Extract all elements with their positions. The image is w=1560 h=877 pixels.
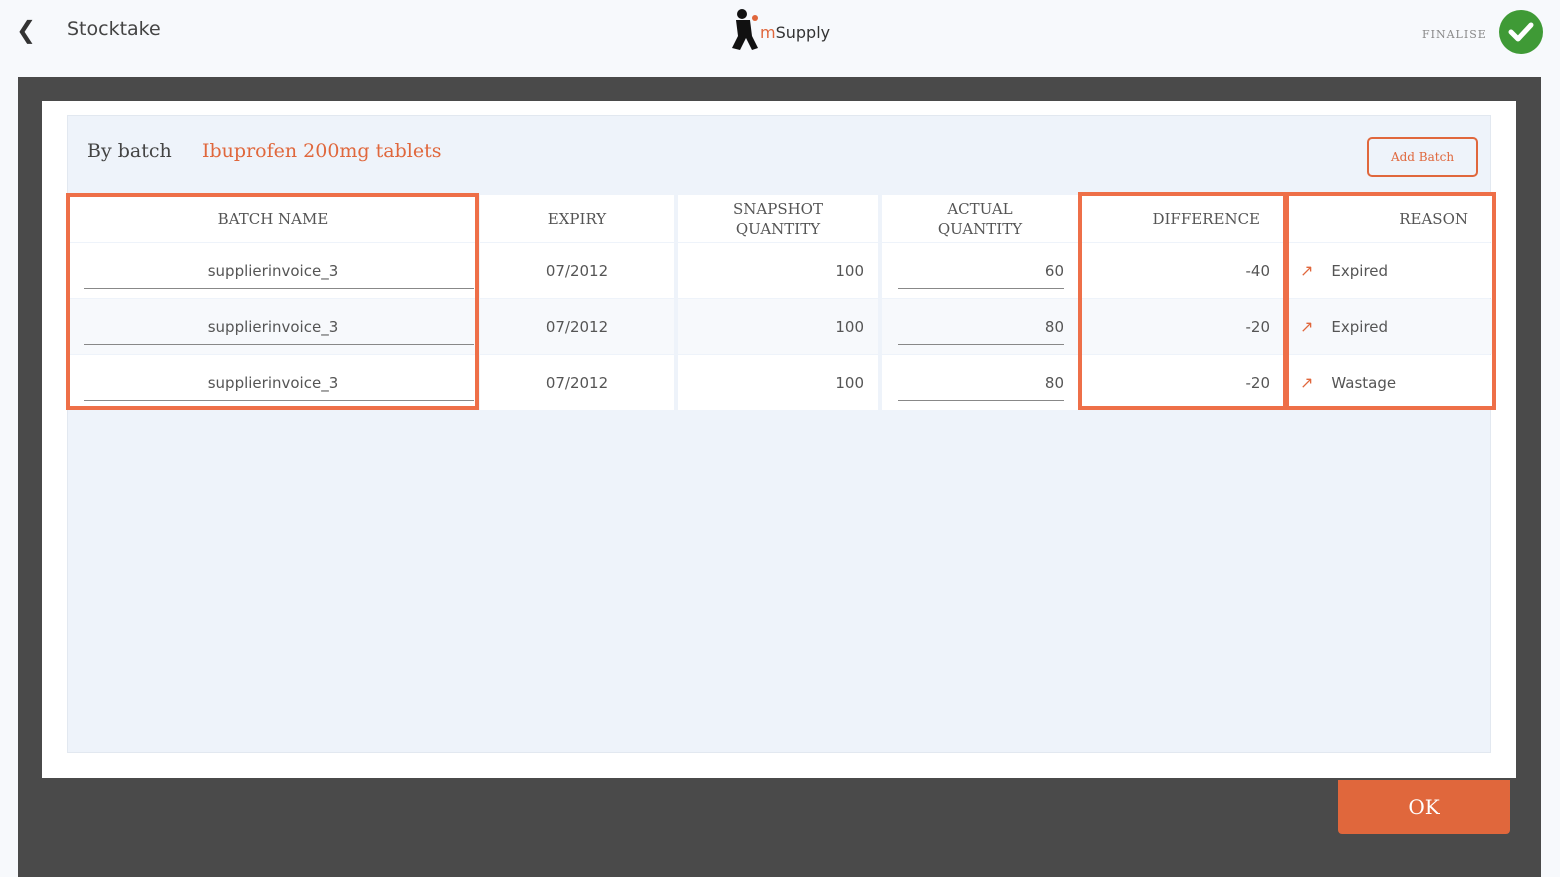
difference-value: -20 — [1245, 317, 1271, 336]
batch-input-underline — [84, 400, 474, 401]
snapshot-value: 100 — [835, 261, 864, 280]
finalise-label: FINALISE — [1422, 28, 1487, 41]
cell-reason[interactable]: ↗︎ Expired — [1288, 243, 1492, 298]
msupply-logo: mSupply — [728, 6, 830, 52]
cell-difference: -20 — [1082, 299, 1284, 354]
by-batch-label: By batch — [87, 140, 172, 162]
ok-button[interactable]: OK — [1338, 780, 1510, 834]
cell-expiry: 07/2012 — [480, 299, 674, 354]
check-icon — [1508, 22, 1534, 42]
cell-reason[interactable]: ↗︎ Expired — [1288, 299, 1492, 354]
difference-value: -40 — [1245, 261, 1271, 280]
back-button[interactable]: ❮ — [16, 16, 36, 44]
cell-snapshot: 100 — [678, 299, 878, 354]
cell-expiry: 07/2012 — [480, 355, 674, 410]
cell-difference: -20 — [1082, 355, 1284, 410]
cell-reason[interactable]: ↗︎ Wastage — [1288, 355, 1492, 410]
quantity-input-underline — [898, 400, 1064, 401]
actual-value: 60 — [1044, 261, 1064, 280]
batch-value: supplierinvoice_3 — [207, 261, 339, 280]
reason-value: Expired — [1331, 261, 1389, 280]
highlight-difference — [1078, 192, 1287, 410]
logo-prefix: m — [760, 23, 776, 42]
column-header-batch: BATCH NAME — [70, 195, 476, 242]
column-header-actual: ACTUAL QUANTITY — [882, 195, 1078, 242]
cell-snapshot: 100 — [678, 355, 878, 410]
highlight-reason — [1285, 192, 1496, 410]
reason-value: Expired — [1331, 317, 1389, 336]
highlight-batch-name — [66, 193, 479, 410]
cell-actual[interactable]: 80 — [882, 355, 1078, 410]
batch-input-underline — [84, 344, 474, 345]
cell-snapshot: 100 — [678, 243, 878, 298]
column-header-difference: DIFFERENCE — [1082, 195, 1284, 242]
reason-value: Wastage — [1331, 373, 1397, 392]
page-title: Stocktake — [67, 18, 161, 40]
expiry-value: 07/2012 — [545, 373, 609, 392]
add-batch-button[interactable]: Add Batch — [1367, 137, 1478, 177]
edit-reason-icon[interactable]: ↗︎ — [1300, 373, 1314, 392]
cell-difference: -40 — [1082, 243, 1284, 298]
quantity-input-underline — [898, 288, 1064, 289]
logo-figure-icon — [732, 9, 758, 50]
batch-value: supplierinvoice_3 — [207, 373, 339, 392]
batch-input-underline — [84, 288, 474, 289]
snapshot-value: 100 — [835, 373, 864, 392]
finalise-button[interactable] — [1499, 10, 1543, 54]
column-header-snapshot: SNAPSHOT QUANTITY — [678, 195, 878, 242]
cell-expiry: 07/2012 — [480, 243, 674, 298]
quantity-input-underline — [898, 344, 1064, 345]
difference-value: -20 — [1245, 373, 1271, 392]
cell-actual[interactable]: 80 — [882, 299, 1078, 354]
expiry-value: 07/2012 — [545, 261, 609, 280]
column-header-reason: REASON — [1288, 195, 1492, 242]
edit-reason-icon[interactable]: ↗︎ — [1300, 317, 1314, 336]
actual-value: 80 — [1044, 373, 1064, 392]
column-header-expiry: EXPIRY — [480, 195, 674, 242]
snapshot-value: 100 — [835, 317, 864, 336]
logo-text: Supply — [775, 23, 831, 42]
chevron-left-icon: ❮ — [16, 16, 37, 44]
expiry-value: 07/2012 — [545, 317, 609, 336]
item-name: Ibuprofen 200mg tablets — [202, 140, 442, 162]
edit-reason-icon[interactable]: ↗︎ — [1300, 261, 1314, 280]
cell-actual[interactable]: 60 — [882, 243, 1078, 298]
batch-value: supplierinvoice_3 — [207, 317, 339, 336]
actual-value: 80 — [1044, 317, 1064, 336]
